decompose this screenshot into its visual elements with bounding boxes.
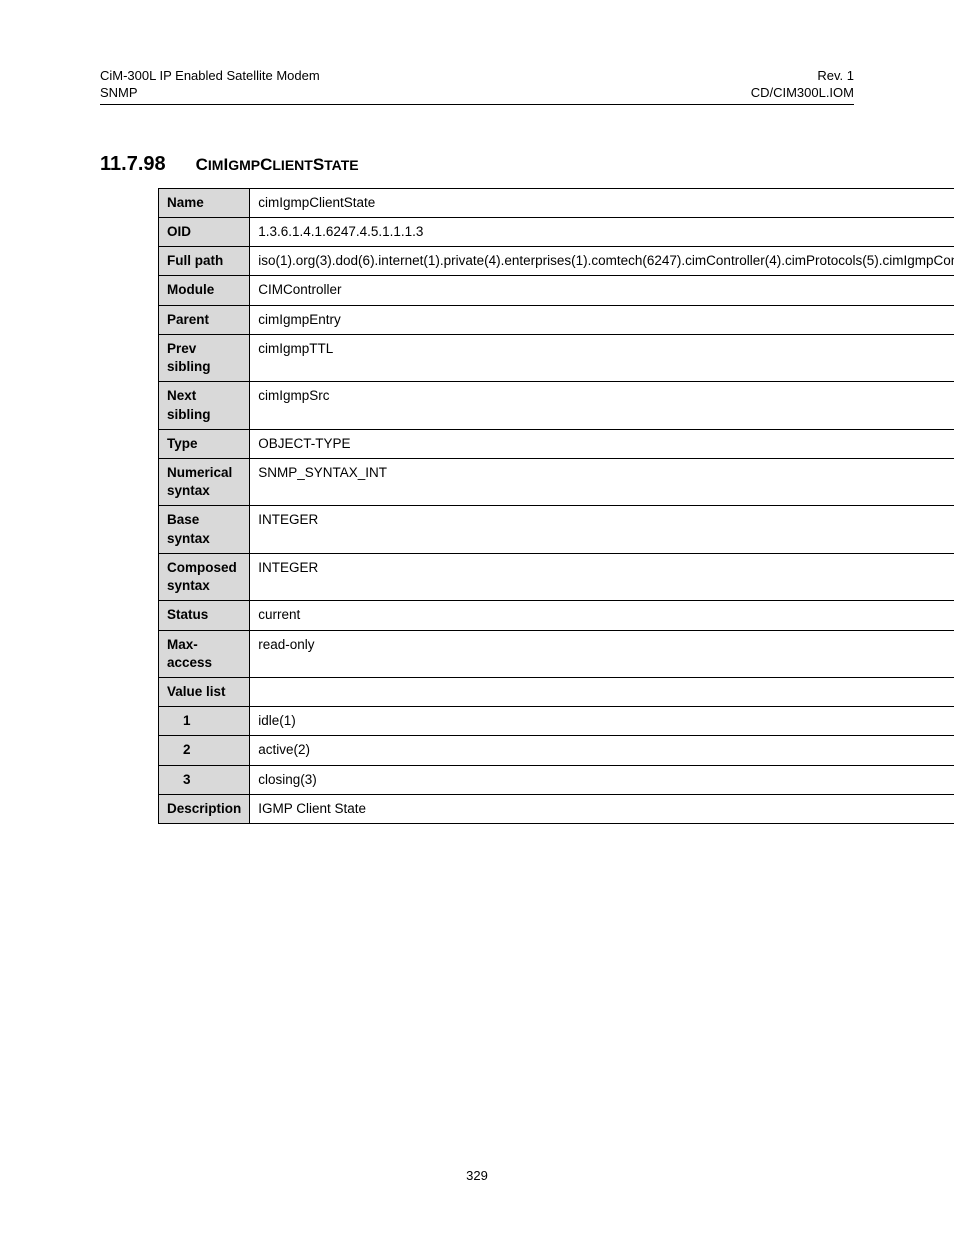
table-label: Numerical syntax (159, 458, 250, 505)
table-row: Statuscurrent (159, 601, 954, 630)
header-left: CiM-300L IP Enabled Satellite Modem SNMP (100, 68, 320, 102)
table-value: cimIgmpSrc (250, 382, 954, 429)
page-number: 329 (0, 1168, 954, 1183)
page-header: CiM-300L IP Enabled Satellite Modem SNMP… (100, 68, 854, 102)
table-value: SNMP_SYNTAX_INT (250, 458, 954, 505)
table-row: Value list (159, 677, 954, 706)
table-row: Next siblingcimIgmpSrc (159, 382, 954, 429)
header-right: Rev. 1 CD/CIM300L.IOM (751, 68, 854, 102)
table-row: 2active(2) (159, 736, 954, 765)
table-row: DescriptionIGMP Client State (159, 794, 954, 823)
table-label: 2 (159, 736, 250, 765)
table-row: NamecimIgmpClientState (159, 188, 954, 217)
table-label: Parent (159, 305, 250, 334)
table-value: IGMP Client State (250, 794, 954, 823)
section-heading: 11.7.98 CIMIGMPCLIENTSTATE (100, 153, 854, 176)
table-value: cimIgmpEntry (250, 305, 954, 334)
table-value: active(2) (250, 736, 954, 765)
header-left-line1: CiM-300L IP Enabled Satellite Modem (100, 68, 320, 85)
section-title: CIMIGMPCLIENTSTATE (196, 155, 359, 174)
table-label: Status (159, 601, 250, 630)
table-label: Module (159, 276, 250, 305)
table-row: Numerical syntaxSNMP_SYNTAX_INT (159, 458, 954, 505)
table-label: Base syntax (159, 506, 250, 553)
header-right-line1: Rev. 1 (751, 68, 854, 85)
table-label: Full path (159, 247, 250, 276)
table-row: Max-accessread-only (159, 630, 954, 677)
table-row: TypeOBJECT-TYPE (159, 429, 954, 458)
section-number: 11.7.98 (100, 153, 166, 175)
table-row: ParentcimIgmpEntry (159, 305, 954, 334)
header-left-line2: SNMP (100, 85, 320, 102)
mib-table-body: NamecimIgmpClientStateOID1.3.6.1.4.1.624… (159, 188, 954, 823)
table-value: 1.3.6.1.4.1.6247.4.5.1.1.1.3 (250, 218, 954, 247)
table-label: Prev sibling (159, 334, 250, 381)
table-value: cimIgmpClientState (250, 188, 954, 217)
table-value: iso(1).org(3).dod(6).internet(1).private… (250, 247, 954, 276)
table-value: cimIgmpTTL (250, 334, 954, 381)
table-label: 1 (159, 707, 250, 736)
table-label: OID (159, 218, 250, 247)
table-label: Description (159, 794, 250, 823)
table-label: Value list (159, 677, 250, 706)
table-value (250, 677, 954, 706)
table-label: Composed syntax (159, 553, 250, 600)
table-value: OBJECT-TYPE (250, 429, 954, 458)
table-value: INTEGER (250, 553, 954, 600)
page-content: CiM-300L IP Enabled Satellite Modem SNMP… (0, 0, 954, 824)
table-value: CIMController (250, 276, 954, 305)
table-row: Prev siblingcimIgmpTTL (159, 334, 954, 381)
table-value: read-only (250, 630, 954, 677)
header-divider (100, 104, 854, 105)
table-row: Full pathiso(1).org(3).dod(6).internet(1… (159, 247, 954, 276)
table-value: INTEGER (250, 506, 954, 553)
table-value: closing(3) (250, 765, 954, 794)
table-label: Max-access (159, 630, 250, 677)
table-label: Name (159, 188, 250, 217)
header-right-line2: CD/CIM300L.IOM (751, 85, 854, 102)
table-value: idle(1) (250, 707, 954, 736)
table-value: current (250, 601, 954, 630)
table-row: ModuleCIMController (159, 276, 954, 305)
table-row: Composed syntaxINTEGER (159, 553, 954, 600)
table-label: Next sibling (159, 382, 250, 429)
table-row: 3closing(3) (159, 765, 954, 794)
table-label: Type (159, 429, 250, 458)
table-row: 1idle(1) (159, 707, 954, 736)
mib-table: NamecimIgmpClientStateOID1.3.6.1.4.1.624… (158, 188, 954, 824)
table-row: Base syntaxINTEGER (159, 506, 954, 553)
table-label: 3 (159, 765, 250, 794)
table-row: OID1.3.6.1.4.1.6247.4.5.1.1.1.3 (159, 218, 954, 247)
